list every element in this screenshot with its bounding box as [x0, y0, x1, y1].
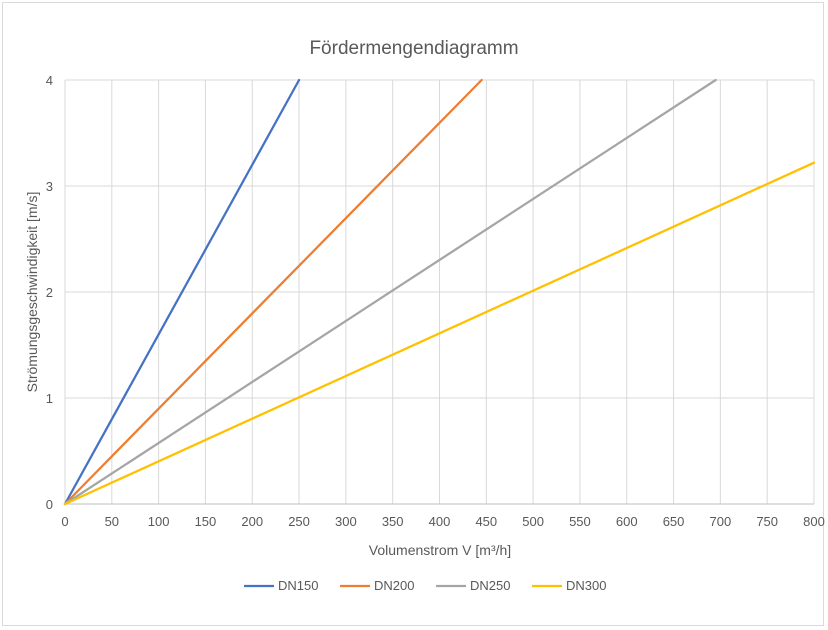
x-tick-label: 700	[710, 514, 732, 529]
y-tick-label: 4	[46, 73, 53, 88]
chart-title: Fördermengendiagramm	[309, 38, 518, 59]
x-tick-label: 500	[522, 514, 544, 529]
series-lines	[63, 78, 816, 506]
series-line-dn150	[63, 78, 301, 506]
y-axis-label: Strömungsgeschwindigkeit [m/s]	[24, 192, 40, 393]
grid	[64, 79, 815, 505]
x-tick-label: 200	[241, 514, 263, 529]
series-line-dn200	[63, 78, 483, 506]
tick-labels: 0 50 100 150 200 250 300 350 400 450 500 550 600 650 7…	[46, 73, 825, 529]
x-tick-label: 250	[288, 514, 310, 529]
legend-label-dn300: DN300	[566, 578, 606, 593]
x-tick-label: 750	[756, 514, 778, 529]
x-tick-label: 650	[663, 514, 685, 529]
legend-label-dn250: DN250	[470, 578, 510, 593]
x-tick-label: 550	[569, 514, 591, 529]
y-tick-label: 2	[46, 285, 53, 300]
x-tick-label: 100	[148, 514, 170, 529]
legend-label-dn200: DN200	[374, 578, 414, 593]
series-line-dn250	[63, 78, 717, 506]
x-tick-label: 300	[335, 514, 357, 529]
series-line-dn300	[63, 161, 816, 506]
x-tick-label: 350	[382, 514, 404, 529]
x-tick-label: 800	[803, 514, 825, 529]
x-tick-label: 150	[195, 514, 217, 529]
legend: DN150 DN200 DN250 DN300	[244, 578, 606, 593]
y-tick-label: 3	[46, 179, 53, 194]
x-tick-label: 50	[105, 514, 119, 529]
x-tick-label: 600	[616, 514, 638, 529]
x-tick-label: 400	[429, 514, 451, 529]
x-tick-label: 450	[475, 514, 497, 529]
x-tick-label: 0	[61, 514, 68, 529]
x-axis-label: Volumenstrom V [m³/h]	[369, 542, 511, 558]
y-tick-label: 1	[46, 391, 53, 406]
legend-label-dn150: DN150	[278, 578, 318, 593]
y-tick-label: 0	[46, 497, 53, 512]
